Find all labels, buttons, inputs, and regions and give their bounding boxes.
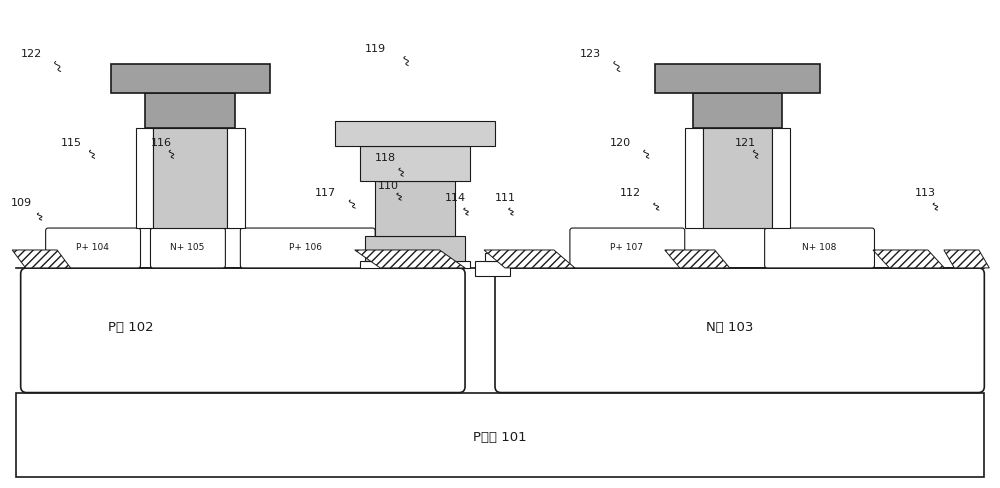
Bar bbox=[153, 128, 227, 228]
Text: 115: 115 bbox=[61, 138, 82, 148]
Bar bbox=[365, 236, 465, 261]
FancyBboxPatch shape bbox=[240, 228, 375, 268]
FancyBboxPatch shape bbox=[495, 268, 984, 392]
Text: P+ 107: P+ 107 bbox=[610, 244, 643, 252]
Text: P腥底 101: P腥底 101 bbox=[473, 431, 527, 444]
Polygon shape bbox=[355, 250, 465, 268]
Text: 114: 114 bbox=[445, 193, 466, 203]
Text: 119: 119 bbox=[365, 43, 386, 54]
Text: 112: 112 bbox=[620, 188, 641, 198]
Polygon shape bbox=[665, 250, 730, 268]
Text: N+ 105: N+ 105 bbox=[170, 244, 205, 252]
Bar bbox=[360, 261, 470, 268]
FancyBboxPatch shape bbox=[21, 268, 465, 392]
Bar bbox=[693, 93, 782, 128]
Bar bbox=[655, 63, 820, 93]
Text: 113: 113 bbox=[914, 188, 935, 198]
Bar bbox=[772, 128, 790, 228]
Polygon shape bbox=[12, 250, 71, 268]
Bar bbox=[145, 93, 235, 128]
Bar bbox=[375, 181, 455, 236]
Bar bbox=[360, 146, 470, 181]
Text: P+ 106: P+ 106 bbox=[289, 244, 322, 252]
FancyBboxPatch shape bbox=[765, 228, 874, 268]
Bar bbox=[685, 128, 703, 228]
Text: N阱 103: N阱 103 bbox=[706, 321, 753, 334]
Text: P+ 104: P+ 104 bbox=[76, 244, 109, 252]
Text: 123: 123 bbox=[580, 48, 601, 59]
Text: 117: 117 bbox=[315, 188, 336, 198]
FancyBboxPatch shape bbox=[150, 228, 225, 268]
Text: N+ 108: N+ 108 bbox=[802, 244, 837, 252]
Bar bbox=[335, 122, 495, 146]
Text: 121: 121 bbox=[735, 138, 756, 148]
Polygon shape bbox=[484, 250, 575, 268]
Bar bbox=[16, 392, 984, 477]
Text: 120: 120 bbox=[610, 138, 631, 148]
Bar bbox=[703, 128, 772, 228]
Text: 116: 116 bbox=[150, 138, 171, 148]
FancyBboxPatch shape bbox=[46, 228, 140, 268]
FancyBboxPatch shape bbox=[570, 228, 685, 268]
Text: P阱 102: P阱 102 bbox=[108, 321, 153, 334]
Polygon shape bbox=[944, 250, 989, 268]
Polygon shape bbox=[873, 250, 944, 268]
Bar bbox=[111, 63, 270, 93]
Text: 122: 122 bbox=[21, 48, 42, 59]
Text: 109: 109 bbox=[11, 198, 32, 208]
Text: 118: 118 bbox=[375, 153, 396, 163]
Bar bbox=[227, 128, 245, 228]
Text: 110: 110 bbox=[378, 181, 399, 191]
Bar bbox=[475, 261, 510, 276]
Bar bbox=[485, 253, 500, 261]
Bar bbox=[136, 128, 153, 228]
Text: 111: 111 bbox=[495, 193, 516, 203]
